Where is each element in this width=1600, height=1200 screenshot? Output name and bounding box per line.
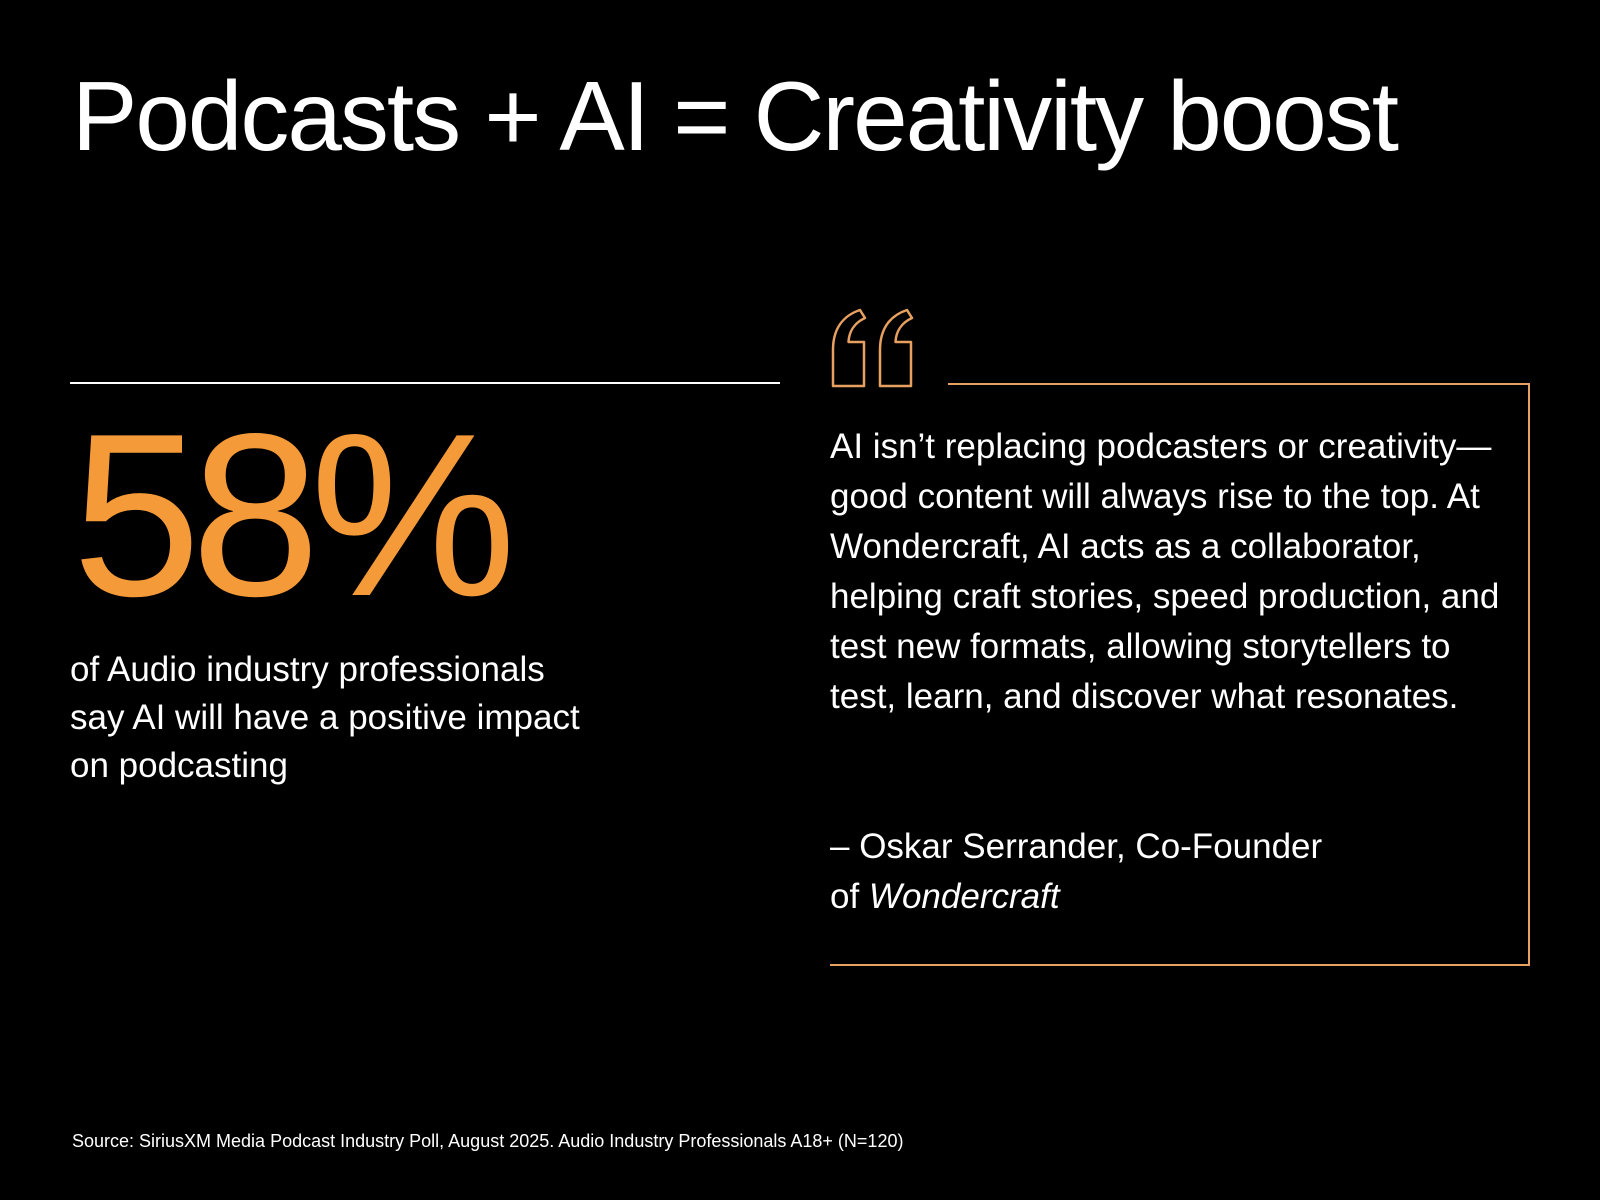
- quote-box-gap: [830, 380, 948, 388]
- stat-divider: [70, 382, 780, 384]
- attribution-company: Wondercraft: [868, 877, 1060, 916]
- stat-description-line: say AI will have a positive impact: [70, 698, 580, 737]
- quote-text: AI isn’t replacing podcasters or creativ…: [830, 427, 1500, 716]
- stat-value: 58%: [72, 386, 516, 645]
- quote-mark-icon: [831, 308, 914, 388]
- quote-box: [830, 383, 1530, 966]
- stat-description-line: of Audio industry professionals: [70, 650, 545, 689]
- attribution-company-line: of Wondercraft: [830, 872, 1510, 922]
- source-footnote: Source: SiriusXM Media Podcast Industry …: [72, 1131, 904, 1151]
- page-title: Podcasts + AI = Creativity boost: [72, 61, 1399, 171]
- attribution-of: of: [830, 877, 869, 916]
- stat-description: of Audio industry professionals say AI w…: [70, 646, 690, 790]
- attribution-name: – Oskar Serrander, Co-Founder: [830, 827, 1323, 866]
- stat-description-line: on podcasting: [70, 746, 288, 785]
- quote-attribution: – Oskar Serrander, Co-Founder of Wonderc…: [830, 822, 1510, 922]
